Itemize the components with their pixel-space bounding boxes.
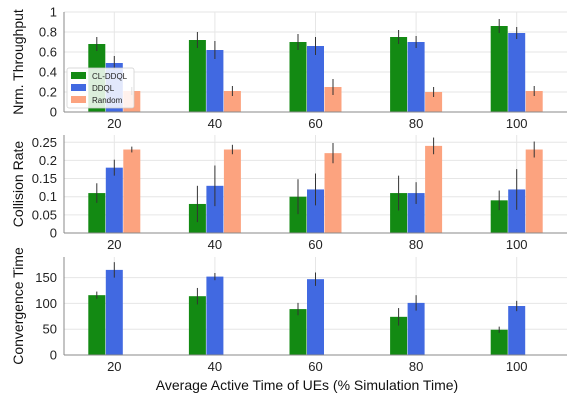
y-axis-label: Collision Rate: [10, 141, 26, 228]
y-tick-label: 0: [50, 348, 57, 363]
y-tick-label: 50: [43, 322, 57, 337]
bar-ddql: [206, 50, 224, 112]
x-tick-label: 80: [409, 116, 423, 131]
bar-random: [223, 91, 241, 112]
bar-random: [324, 153, 342, 233]
y-tick-label: 1: [50, 5, 57, 20]
legend: CL-DDQL DDQL Random: [66, 67, 135, 109]
bar-cl-ddql: [390, 193, 408, 233]
throughput-panel: 0 0.2 0.4 0.6 0.8 1 20 40 60 80 100 Nrm. Throughput…: [10, 5, 567, 131]
x-tick-label: 20: [107, 237, 121, 252]
bar-random: [425, 92, 443, 112]
bar-random: [123, 149, 141, 233]
y-axis-label: Convergence Time: [10, 247, 26, 365]
bar-ddql: [508, 306, 526, 355]
bar-cl-ddql: [289, 309, 307, 355]
y-tick-label: 0: [50, 226, 57, 241]
legend-label-ddql: DDQL: [92, 84, 115, 93]
bar-ddql: [508, 33, 526, 112]
legend-label-random: Random: [92, 96, 123, 105]
bar-cl-ddql: [390, 316, 408, 355]
bar-ddql: [307, 189, 324, 233]
x-tick-label: 60: [308, 237, 322, 252]
x-tick-label: 40: [208, 116, 222, 131]
y-tick-label: 0: [50, 105, 57, 120]
x-tick-label: 60: [308, 359, 322, 374]
convergence-time-panel: 0 50 100 150 20 40 60 80 100 Convergence Time: [10, 247, 567, 374]
bar-ddql: [407, 302, 425, 355]
y-tick-label: 0.05: [32, 207, 57, 222]
legend-swatch-random: [71, 96, 86, 103]
legend-swatch-ddql: [71, 84, 86, 91]
y-tick-label: 150: [35, 270, 57, 285]
bar-random: [324, 87, 342, 112]
x-axis-label: Average Active Time of UEs (% Simulation…: [156, 377, 458, 393]
bar-cl-ddql: [490, 26, 508, 112]
bar-random: [525, 149, 543, 233]
bar-ddql: [206, 185, 224, 233]
bar-cl-ddql: [289, 196, 307, 233]
x-tick-label: 20: [107, 116, 121, 131]
bar-ddql: [307, 279, 324, 355]
y-tick-label: 0.25: [32, 135, 57, 150]
y-tick-label: 0.8: [39, 25, 57, 40]
bar-cl-ddql: [188, 296, 206, 355]
y-axis-label: Nrm. Throughput: [10, 9, 26, 115]
legend-swatch-cl-ddql: [71, 72, 86, 79]
bar-cl-ddql: [490, 329, 508, 355]
bar-random: [425, 145, 443, 233]
bar-ddql: [307, 46, 324, 112]
legend-label-cl-ddql: CL-DDQL: [92, 72, 128, 81]
bar-random: [525, 91, 543, 112]
bar-cl-ddql: [88, 193, 106, 233]
bar-ddql: [407, 42, 425, 112]
bar-cl-ddql: [88, 295, 106, 355]
x-tick-label: 80: [409, 237, 423, 252]
y-tick-label: 0.4: [39, 65, 57, 80]
y-tick-label: 100: [35, 296, 57, 311]
bar-cl-ddql: [490, 200, 508, 233]
y-tick-label: 0.6: [39, 45, 57, 60]
collision-rate-panel: 0 0.05 0.1 0.15 0.2 0.25 20 40 60 80 100 Collision …: [10, 135, 567, 252]
y-tick-label: 0.2: [39, 85, 57, 100]
bar-ddql: [508, 189, 526, 233]
y-tick-label: 0.1: [39, 189, 57, 204]
x-tick-label: 100: [506, 116, 528, 131]
x-tick-label: 60: [308, 116, 322, 131]
bar-ddql: [105, 269, 123, 355]
x-tick-label: 20: [107, 359, 121, 374]
x-tick-label: 40: [208, 359, 222, 374]
bar-cl-ddql: [390, 37, 408, 112]
bar-cl-ddql: [188, 40, 206, 112]
bar-ddql: [206, 276, 224, 355]
bar-ddql: [105, 167, 123, 233]
bar-cl-ddql: [289, 42, 307, 112]
x-tick-label: 100: [506, 237, 528, 252]
x-tick-label: 100: [506, 359, 528, 374]
bar-random: [223, 149, 241, 233]
bar-ddql: [407, 193, 425, 233]
x-tick-label: 40: [208, 237, 222, 252]
y-tick-label: 0.2: [39, 153, 57, 168]
x-tick-label: 80: [409, 359, 423, 374]
y-tick-label: 0.15: [32, 171, 57, 186]
